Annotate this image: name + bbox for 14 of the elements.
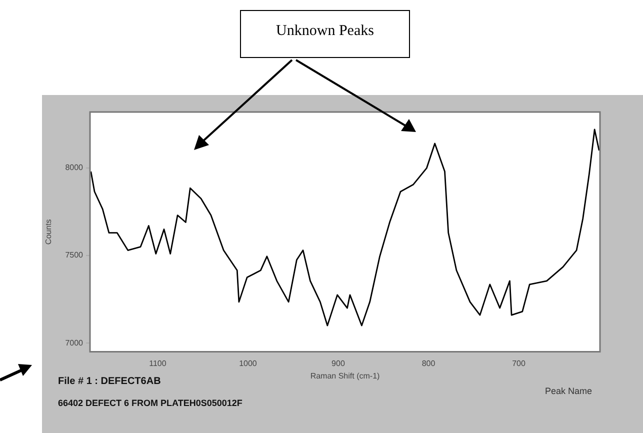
y-axis-title: Counts: [44, 219, 54, 245]
text: 66402 DEFECT 6 FROM PLATEH0S050012F: [58, 398, 242, 408]
text: File # 1 : DEFECT6AB: [58, 376, 161, 387]
y-tick-label: 8000: [65, 163, 84, 172]
text: Unknown Peaks: [240, 10, 410, 58]
x-tick-label: 800: [422, 358, 436, 368]
y-tick-label: 7500: [65, 250, 84, 260]
x-tick-label: 1000: [239, 358, 258, 368]
y-tick-label: 7000: [65, 338, 84, 348]
x-tick-label: 1100: [149, 358, 167, 368]
x-axis-title: Raman Shift (cm-1): [310, 371, 380, 380]
x-tick-label: 900: [332, 358, 346, 368]
x-tick-label: 700: [512, 358, 526, 368]
text: Peak Name: [545, 386, 592, 396]
